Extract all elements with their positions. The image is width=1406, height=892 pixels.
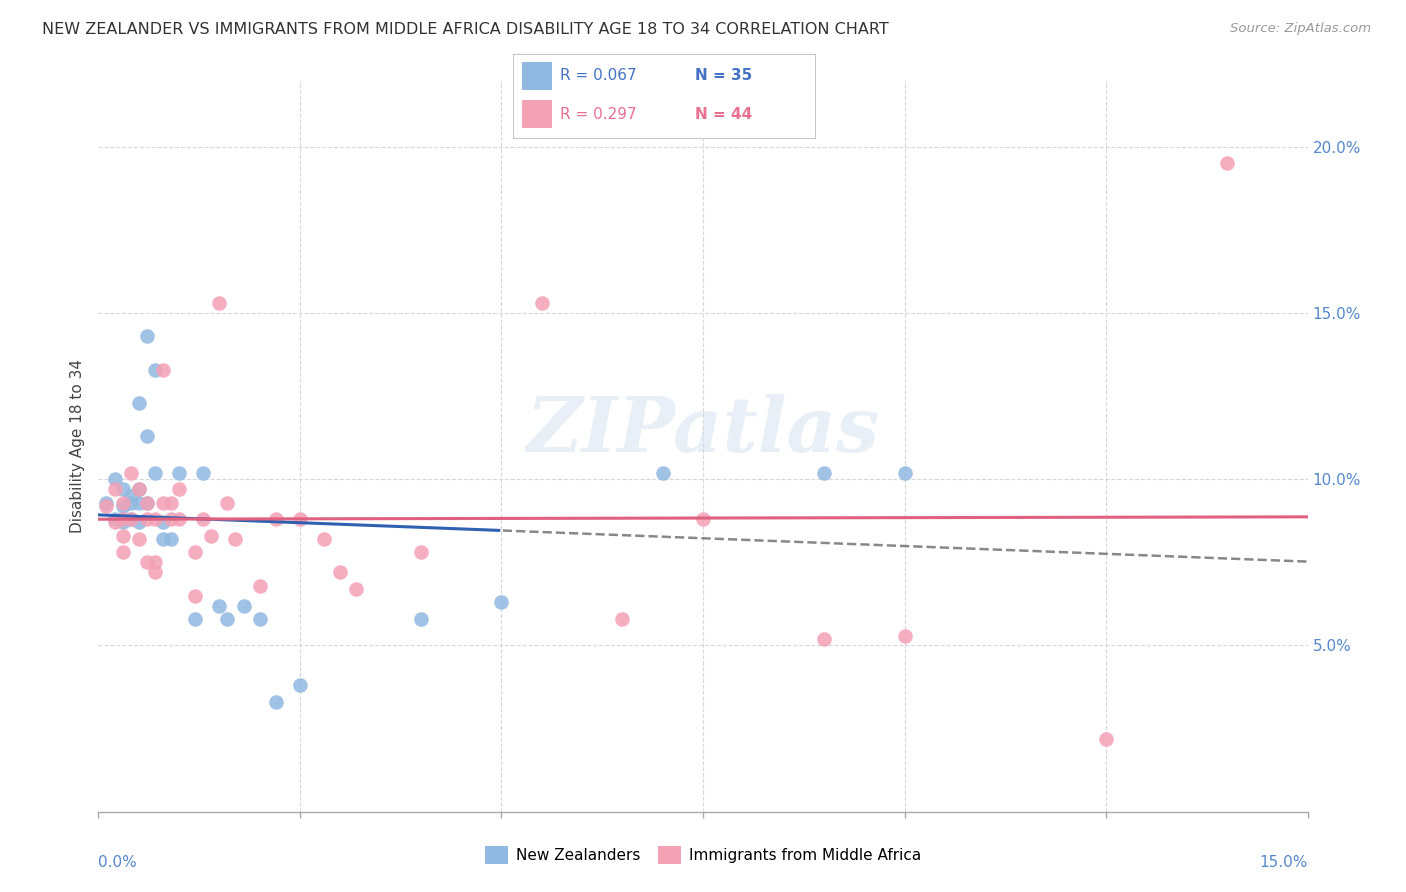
Point <box>249 579 271 593</box>
Point <box>143 512 166 526</box>
Point <box>314 532 336 546</box>
Text: Source: ZipAtlas.com: Source: ZipAtlas.com <box>1230 22 1371 36</box>
Point <box>143 362 166 376</box>
Point <box>208 296 231 310</box>
Point <box>184 612 207 626</box>
Point <box>120 512 142 526</box>
Point <box>143 466 166 480</box>
Point <box>264 695 287 709</box>
Text: NEW ZEALANDER VS IMMIGRANTS FROM MIDDLE AFRICA DISABILITY AGE 18 TO 34 CORRELATI: NEW ZEALANDER VS IMMIGRANTS FROM MIDDLE … <box>42 22 889 37</box>
Text: R = 0.067: R = 0.067 <box>560 69 637 84</box>
Point <box>128 482 150 496</box>
Point <box>111 516 134 530</box>
Point <box>167 512 190 526</box>
Point <box>651 466 673 480</box>
Point <box>128 396 150 410</box>
Bar <box>522 62 553 90</box>
Point <box>128 532 150 546</box>
Point <box>288 678 311 692</box>
Point <box>160 512 183 526</box>
Point <box>152 362 174 376</box>
Point <box>167 466 190 480</box>
Point <box>135 429 157 443</box>
Point <box>491 595 513 609</box>
Text: ZIPatlas: ZIPatlas <box>526 394 880 468</box>
Point <box>813 632 835 646</box>
Point <box>96 495 118 509</box>
Point <box>224 532 246 546</box>
Point <box>893 628 915 642</box>
Point <box>184 589 207 603</box>
Point <box>612 612 634 626</box>
Point <box>120 512 142 526</box>
Point <box>103 482 125 496</box>
Point <box>128 516 150 530</box>
Point <box>249 612 271 626</box>
Point <box>200 529 222 543</box>
Point <box>111 512 134 526</box>
Point <box>264 512 287 526</box>
Point <box>135 555 157 569</box>
Point <box>152 516 174 530</box>
Point <box>208 599 231 613</box>
Point <box>103 516 125 530</box>
Point <box>329 566 352 580</box>
Point <box>128 495 150 509</box>
Point <box>152 495 174 509</box>
Legend: New Zealanders, Immigrants from Middle Africa: New Zealanders, Immigrants from Middle A… <box>479 840 927 870</box>
Point <box>288 512 311 526</box>
Point <box>96 499 118 513</box>
Point <box>135 495 157 509</box>
Point <box>217 612 239 626</box>
Text: N = 35: N = 35 <box>695 69 752 84</box>
Point <box>530 296 553 310</box>
Point <box>143 566 166 580</box>
Point <box>135 329 157 343</box>
Point <box>893 466 915 480</box>
Point <box>111 482 134 496</box>
Point <box>813 466 835 480</box>
Point <box>111 529 134 543</box>
Point <box>217 495 239 509</box>
Point <box>193 466 215 480</box>
Text: 0.0%: 0.0% <box>98 855 138 870</box>
Point <box>409 545 432 559</box>
Point <box>167 482 190 496</box>
Point <box>1216 156 1239 170</box>
Point <box>135 495 157 509</box>
Point <box>692 512 714 526</box>
Point <box>128 482 150 496</box>
Y-axis label: Disability Age 18 to 34: Disability Age 18 to 34 <box>70 359 86 533</box>
Point <box>1095 731 1118 746</box>
Point <box>135 512 157 526</box>
Point <box>344 582 367 596</box>
Point <box>160 495 183 509</box>
Point <box>232 599 254 613</box>
Point <box>111 499 134 513</box>
Point <box>143 555 166 569</box>
Point <box>120 495 142 509</box>
Text: 15.0%: 15.0% <box>1260 855 1308 870</box>
Point <box>103 512 125 526</box>
Text: R = 0.297: R = 0.297 <box>560 107 637 121</box>
Point <box>409 612 432 626</box>
Point <box>160 532 183 546</box>
Point <box>193 512 215 526</box>
Point <box>103 472 125 486</box>
Point <box>120 466 142 480</box>
Bar <box>522 100 553 128</box>
Point <box>111 495 134 509</box>
Point <box>184 545 207 559</box>
Point <box>152 532 174 546</box>
Point <box>120 489 142 503</box>
Point <box>111 545 134 559</box>
Text: N = 44: N = 44 <box>695 107 752 121</box>
